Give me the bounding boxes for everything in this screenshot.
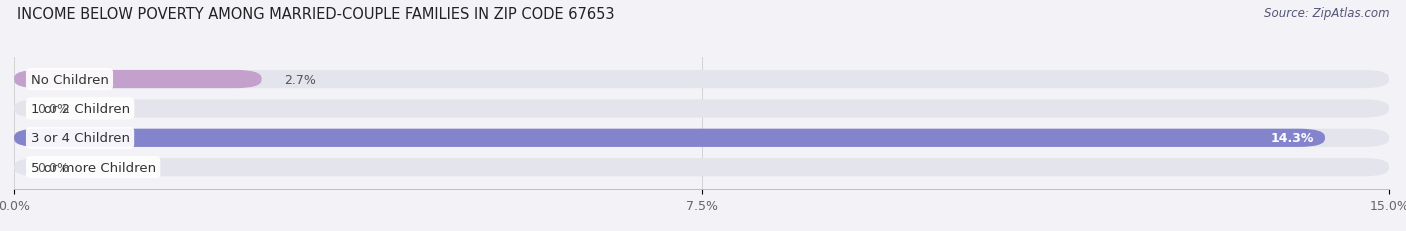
FancyBboxPatch shape: [14, 71, 1389, 89]
Text: 0.0%: 0.0%: [37, 103, 69, 116]
Text: No Children: No Children: [31, 73, 108, 86]
Text: 2.7%: 2.7%: [284, 73, 316, 86]
FancyBboxPatch shape: [14, 71, 262, 89]
FancyBboxPatch shape: [14, 129, 1389, 147]
FancyBboxPatch shape: [14, 129, 1324, 147]
Text: 3 or 4 Children: 3 or 4 Children: [31, 132, 129, 145]
Text: 1 or 2 Children: 1 or 2 Children: [31, 103, 129, 116]
FancyBboxPatch shape: [14, 100, 1389, 118]
Text: 14.3%: 14.3%: [1271, 132, 1315, 145]
Text: Source: ZipAtlas.com: Source: ZipAtlas.com: [1264, 7, 1389, 20]
Text: 5 or more Children: 5 or more Children: [31, 161, 156, 174]
FancyBboxPatch shape: [14, 158, 1389, 176]
Text: INCOME BELOW POVERTY AMONG MARRIED-COUPLE FAMILIES IN ZIP CODE 67653: INCOME BELOW POVERTY AMONG MARRIED-COUPL…: [17, 7, 614, 22]
Text: 0.0%: 0.0%: [37, 161, 69, 174]
